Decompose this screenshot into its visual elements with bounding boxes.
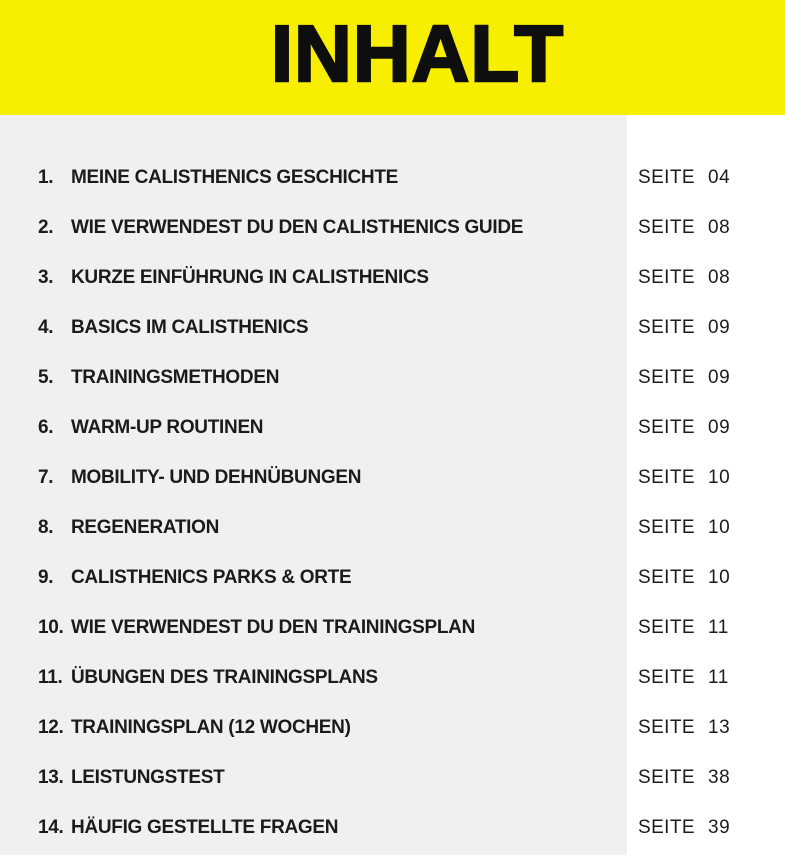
toc-entry-number: 8. [38, 517, 54, 538]
toc-page-label: SEITE [638, 667, 695, 688]
toc-page-label: SEITE [638, 417, 695, 438]
toc-entry-title: TRAININGSPLAN (12 WOCHEN) [71, 717, 351, 738]
toc-entry[interactable]: 11. ÜBUNGEN DES TRAININGSPLANS SEITE 11 [0, 653, 785, 703]
page-title: INHALT [270, 8, 565, 99]
toc-page-label: SEITE [638, 267, 695, 288]
toc-entry[interactable]: 13. LEISTUNGSTEST SEITE 38 [0, 753, 785, 803]
toc-entry[interactable]: 8. REGENERATION SEITE 10 [0, 503, 785, 553]
toc-entry[interactable]: 9. CALISTHENICS PARKS & ORTE SEITE 10 [0, 553, 785, 603]
toc-entry[interactable]: 12. TRAININGSPLAN (12 WOCHEN) SEITE 13 [0, 703, 785, 753]
toc-page-number: 39 [708, 817, 731, 838]
toc-page-label: SEITE [638, 367, 695, 388]
toc-page-label: SEITE [638, 317, 695, 338]
toc-page-number: 13 [708, 717, 731, 738]
toc-entry-number: 11. [38, 667, 63, 688]
toc-entry-number: 9. [38, 567, 54, 588]
toc-entry-number: 2. [38, 217, 54, 238]
toc-page-label: SEITE [638, 567, 695, 588]
toc-page-number: 11 [708, 617, 729, 638]
toc-entry[interactable]: 10. WIE VERWENDEST DU DEN TRAININGSPLAN … [0, 603, 785, 653]
toc-list: 1. MEINE CALISTHENICS GESCHICHTE SEITE 0… [0, 153, 785, 853]
toc-page-number: 11 [708, 667, 729, 688]
toc-page-number: 10 [708, 467, 731, 488]
toc-entry-title: BASICS IM CALISTHENICS [71, 317, 309, 338]
toc-entry-number: 7. [38, 467, 54, 488]
toc-entry[interactable]: 3. KURZE EINFÜHRUNG IN CALISTHENICS SEIT… [0, 253, 785, 303]
toc-entry[interactable]: 14. HÄUFIG GESTELLTE FRAGEN SEITE 39 [0, 803, 785, 853]
toc-entry-title: KURZE EINFÜHRUNG IN CALISTHENICS [71, 267, 429, 288]
toc-page-label: SEITE [638, 167, 695, 188]
toc-entry[interactable]: 4. BASICS IM CALISTHENICS SEITE 09 [0, 303, 785, 353]
toc-entry-number: 5. [38, 367, 54, 388]
toc-entry-title: MOBILITY- UND DEHNÜBUNGEN [71, 467, 362, 488]
toc-entry-title: WIE VERWENDEST DU DEN CALISTHENICS GUIDE [71, 217, 524, 238]
toc-entry[interactable]: 6. WARM-UP ROUTINEN SEITE 09 [0, 403, 785, 453]
toc-page-label: SEITE [638, 517, 695, 538]
toc-entry-title: ÜBUNGEN DES TRAININGSPLANS [71, 667, 378, 688]
toc-page-number: 10 [708, 567, 731, 588]
toc-entry-number: 14. [38, 817, 64, 838]
toc-entry-number: 13. [38, 767, 64, 788]
toc-page-number: 38 [708, 767, 731, 788]
toc-page-label: SEITE [638, 717, 695, 738]
toc-entry-title: TRAININGSMETHODEN [71, 367, 280, 388]
toc-entry-title: LEISTUNGSTEST [71, 767, 225, 788]
toc-page-number: 08 [708, 217, 731, 238]
toc-entry-title: CALISTHENICS PARKS & ORTE [71, 567, 352, 588]
toc-entry-title: WARM-UP ROUTINEN [71, 417, 264, 438]
toc-entry-number: 3. [38, 267, 54, 288]
toc-page-label: SEITE [638, 467, 695, 488]
toc-page-number: 10 [708, 517, 731, 538]
content-panel-background [0, 115, 627, 855]
toc-page-number: 09 [708, 417, 731, 438]
toc-page-number: 04 [708, 167, 731, 188]
toc-page-label: SEITE [638, 817, 695, 838]
header-banner: INHALT [0, 0, 785, 115]
toc-entry[interactable]: 5. TRAININGSMETHODEN SEITE 09 [0, 353, 785, 403]
toc-entry-number: 10. [38, 617, 64, 638]
toc-entry-title: MEINE CALISTHENICS GESCHICHTE [71, 167, 398, 188]
toc-page-label: SEITE [638, 767, 695, 788]
toc-entry-number: 1. [38, 167, 54, 188]
toc-page-number: 08 [708, 267, 731, 288]
toc-entry-title: REGENERATION [71, 517, 220, 538]
toc-entry[interactable]: 1. MEINE CALISTHENICS GESCHICHTE SEITE 0… [0, 153, 785, 203]
toc-page-label: SEITE [638, 217, 695, 238]
toc-content: 1. MEINE CALISTHENICS GESCHICHTE SEITE 0… [0, 115, 785, 861]
toc-entry-number: 4. [38, 317, 54, 338]
toc-page-label: SEITE [638, 617, 695, 638]
toc-entry[interactable]: 2. WIE VERWENDEST DU DEN CALISTHENICS GU… [0, 203, 785, 253]
toc-entry[interactable]: 7. MOBILITY- UND DEHNÜBUNGEN SEITE 10 [0, 453, 785, 503]
toc-entry-title: HÄUFIG GESTELLTE FRAGEN [71, 817, 339, 838]
toc-entry-title: WIE VERWENDEST DU DEN TRAININGSPLAN [71, 617, 476, 638]
toc-page-number: 09 [708, 367, 731, 388]
toc-entry-number: 6. [38, 417, 54, 438]
toc-page-number: 09 [708, 317, 731, 338]
toc-entry-number: 12. [38, 717, 64, 738]
